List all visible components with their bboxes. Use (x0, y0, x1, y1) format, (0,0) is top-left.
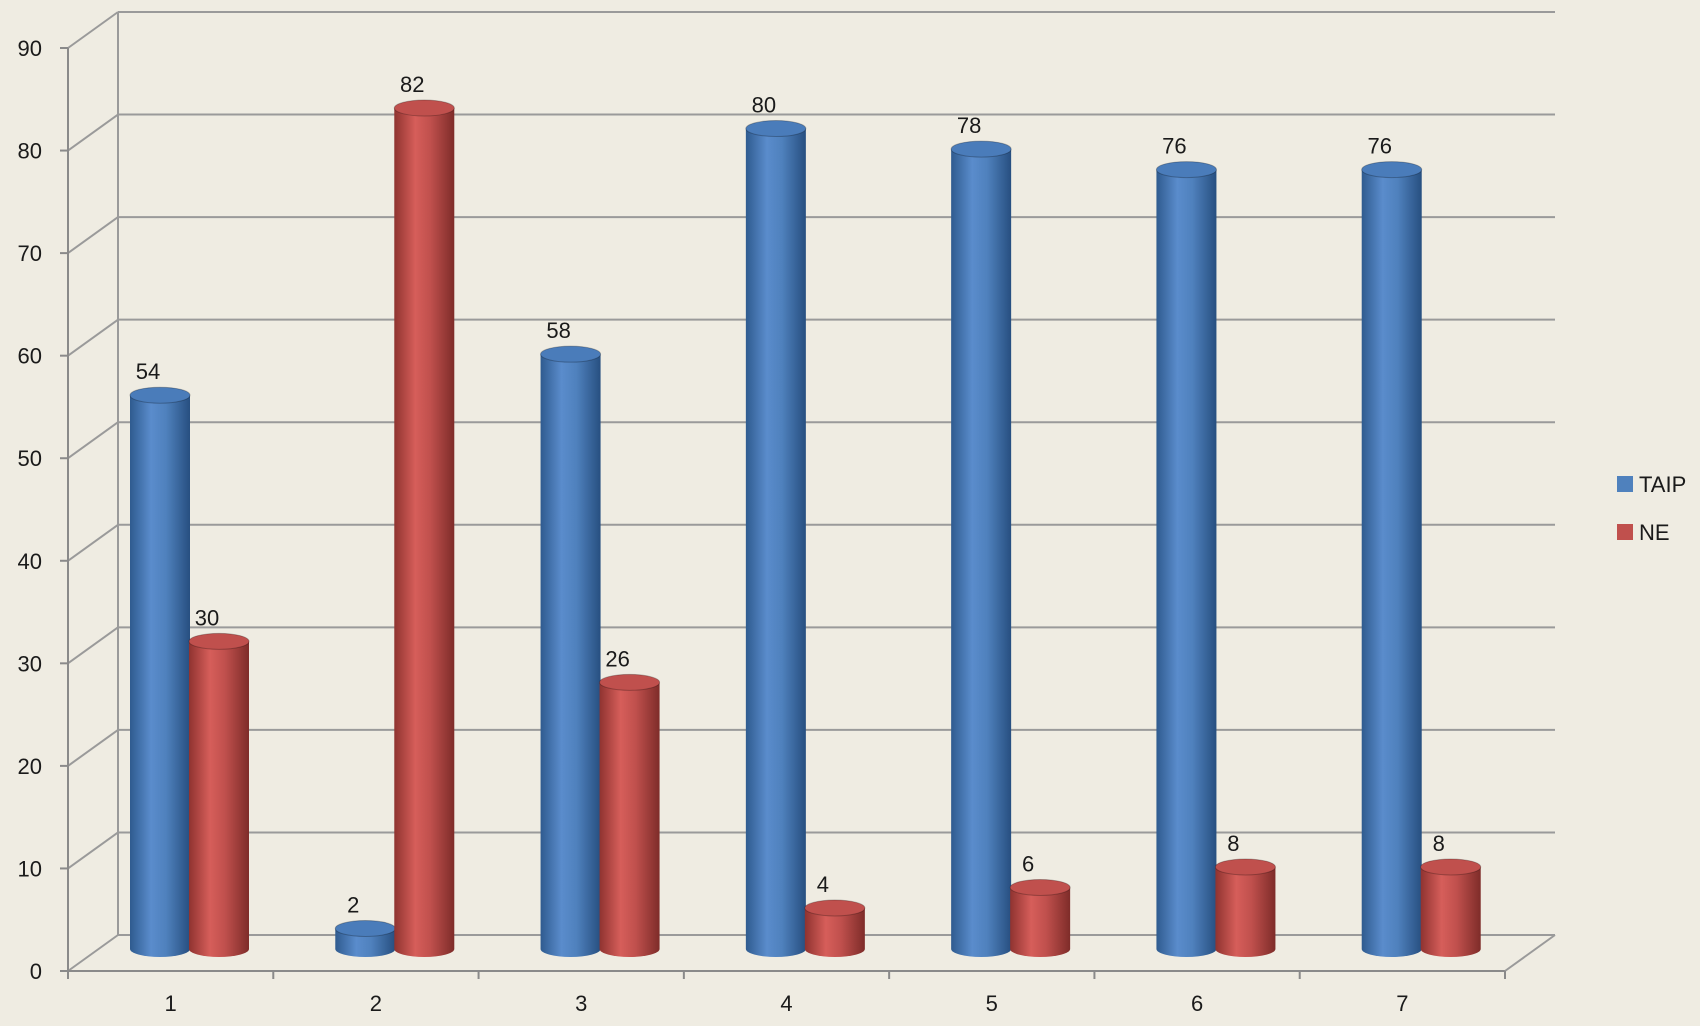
bar-top (393, 99, 455, 117)
side-gridline (67, 318, 119, 357)
data-label: 76 (1367, 134, 1391, 159)
y-tick-label: 60 (18, 344, 42, 369)
side-gridline (67, 934, 119, 972)
bar (745, 120, 807, 958)
bar-top (540, 345, 602, 363)
bar (1361, 161, 1423, 958)
y-tick-label: 10 (18, 856, 42, 881)
data-label: 8 (1227, 831, 1239, 856)
y-tick-label: 30 (18, 651, 42, 676)
bar-top (599, 673, 661, 691)
side-gridline (67, 113, 119, 152)
y-tick-label: 50 (18, 446, 42, 471)
data-label: 4 (817, 872, 829, 897)
side-gridline (67, 831, 119, 870)
data-label: 26 (605, 646, 629, 671)
y-tick-label: 40 (18, 549, 42, 574)
bar-body (1156, 169, 1217, 958)
bar-top (1420, 858, 1482, 876)
x-tick-label: 7 (1396, 991, 1408, 1016)
y-tick-label: 20 (18, 754, 42, 779)
bar (1155, 161, 1217, 958)
data-label: 54 (136, 359, 160, 384)
bar-top (804, 899, 866, 917)
bar-body (1420, 866, 1481, 957)
y-tick-label: 70 (18, 241, 42, 266)
data-label: 78 (957, 113, 981, 138)
bar-body (335, 928, 396, 957)
legend-swatch (1617, 476, 1633, 492)
x-tick-label: 4 (780, 991, 792, 1016)
bar (540, 345, 602, 958)
side-gridline (67, 216, 119, 254)
bar-top (334, 919, 396, 937)
y-tick-label: 90 (18, 36, 42, 61)
bar-top (188, 632, 250, 650)
bars (129, 99, 1482, 958)
bar-top (1155, 161, 1217, 179)
bar (393, 99, 455, 958)
legend-label: TAIP (1639, 472, 1686, 497)
bar-body (394, 108, 455, 958)
x-tick-label: 3 (575, 991, 587, 1016)
side-gridline (67, 626, 119, 665)
x-tick-label: 1 (165, 991, 177, 1016)
bar (188, 632, 250, 957)
data-labels: 54 2 58 80 78 76 76 30 82 26 4 6 8 8 (136, 72, 1445, 917)
bar-body (804, 907, 865, 957)
bar (1009, 878, 1071, 957)
bar-top (129, 386, 191, 404)
bar (1214, 858, 1276, 957)
bar-body (1215, 866, 1276, 957)
bar (804, 899, 866, 957)
bar-top (950, 140, 1012, 158)
bar-body (1010, 887, 1071, 957)
bar-top (1361, 161, 1423, 179)
side-gridline (67, 729, 119, 767)
y-tick-label: 0 (30, 959, 42, 984)
data-label: 6 (1022, 851, 1034, 876)
data-label: 80 (752, 93, 776, 118)
side-gridline (67, 421, 119, 460)
bar (950, 140, 1012, 958)
bar-body (951, 149, 1012, 958)
bar-top (1214, 858, 1276, 876)
floor-right-edge (1504, 934, 1556, 972)
y-tick-label: 80 (18, 139, 42, 164)
data-label: 82 (400, 72, 424, 97)
bar (129, 386, 191, 957)
bar-body (189, 641, 249, 957)
bar-body (540, 354, 601, 958)
x-tick-label: 2 (370, 991, 382, 1016)
data-label: 2 (347, 892, 359, 917)
data-label: 30 (195, 605, 219, 630)
bar-body (599, 682, 660, 957)
side-gridline (67, 11, 119, 49)
axes: 0 10 20 30 40 50 60 70 80 90 1 2 3 4 5 6 7 (18, 36, 1556, 1016)
legend: TAIP NE (1617, 472, 1686, 545)
data-label: 76 (1162, 134, 1186, 159)
legend-label: NE (1639, 520, 1670, 545)
bar-top (745, 120, 807, 138)
data-label: 8 (1433, 831, 1445, 856)
bar (599, 673, 661, 957)
bar-body (130, 395, 190, 957)
x-tick-label: 5 (986, 991, 998, 1016)
bar (334, 919, 396, 957)
bar-body (745, 128, 806, 958)
legend-swatch (1617, 524, 1633, 540)
grid (67, 11, 1555, 972)
data-label: 58 (546, 318, 570, 343)
bar (1420, 858, 1482, 957)
x-tick-label: 6 (1191, 991, 1203, 1016)
bar-body (1361, 169, 1422, 958)
side-gridline (67, 523, 119, 562)
bar-top (1009, 878, 1071, 896)
